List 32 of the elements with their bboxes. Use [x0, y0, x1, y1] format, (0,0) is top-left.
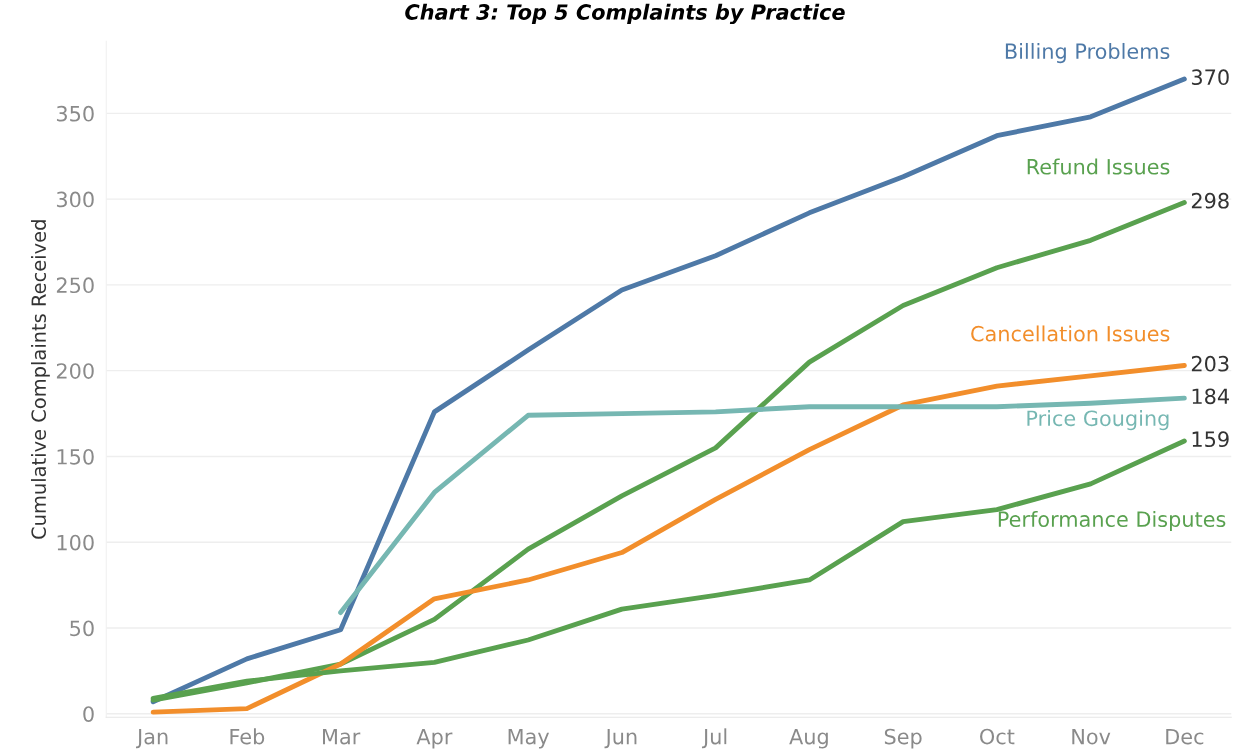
x-tick-label: Sep — [884, 728, 922, 749]
y-tick-label: 350 — [56, 105, 94, 122]
x-tick-label: Jul — [701, 728, 727, 749]
data-label: 203 — [1191, 355, 1229, 372]
data-label: 159 — [1192, 431, 1229, 448]
y-tick-label: 250 — [56, 277, 94, 294]
x-tick-label: Mar — [323, 728, 361, 745]
x-tick-label: Aug — [789, 728, 828, 749]
y-tick-label: 50 — [70, 620, 94, 637]
x-tick-label: Oct — [980, 728, 1015, 745]
y-axis-title: Cumulative Complaints Received — [31, 220, 50, 539]
y-tick-label: 200 — [56, 363, 94, 379]
x-tick-label: Dec — [1166, 728, 1204, 745]
series-label: Billing Problems — [1005, 42, 1170, 64]
y-tick-label: 100 — [57, 534, 94, 551]
y-tick-label: 0 — [83, 706, 94, 722]
data-label: 184 — [1192, 388, 1229, 405]
x-tick-label: Jun — [604, 728, 637, 749]
x-tick-label: Jan — [135, 728, 168, 749]
x-tick-label: May — [508, 728, 550, 749]
series-label: Cancellation Issues — [971, 325, 1170, 342]
x-tick-label: Nov — [1072, 728, 1111, 745]
y-tick-label: 150 — [57, 448, 94, 465]
x-tick-label: Feb — [230, 728, 265, 745]
data-label: 370 — [1191, 69, 1229, 86]
series-label: Performance Disputes — [998, 510, 1226, 532]
x-tick-label: Apr — [416, 728, 453, 749]
series-label: Refund Issues — [1027, 158, 1170, 175]
y-tick-label: 300 — [56, 191, 94, 208]
data-label: 298 — [1191, 192, 1229, 209]
series-label: Price Gouging — [1027, 410, 1169, 431]
chart-title: Chart 3: Top 5 Complaints by Practice — [405, 3, 845, 25]
